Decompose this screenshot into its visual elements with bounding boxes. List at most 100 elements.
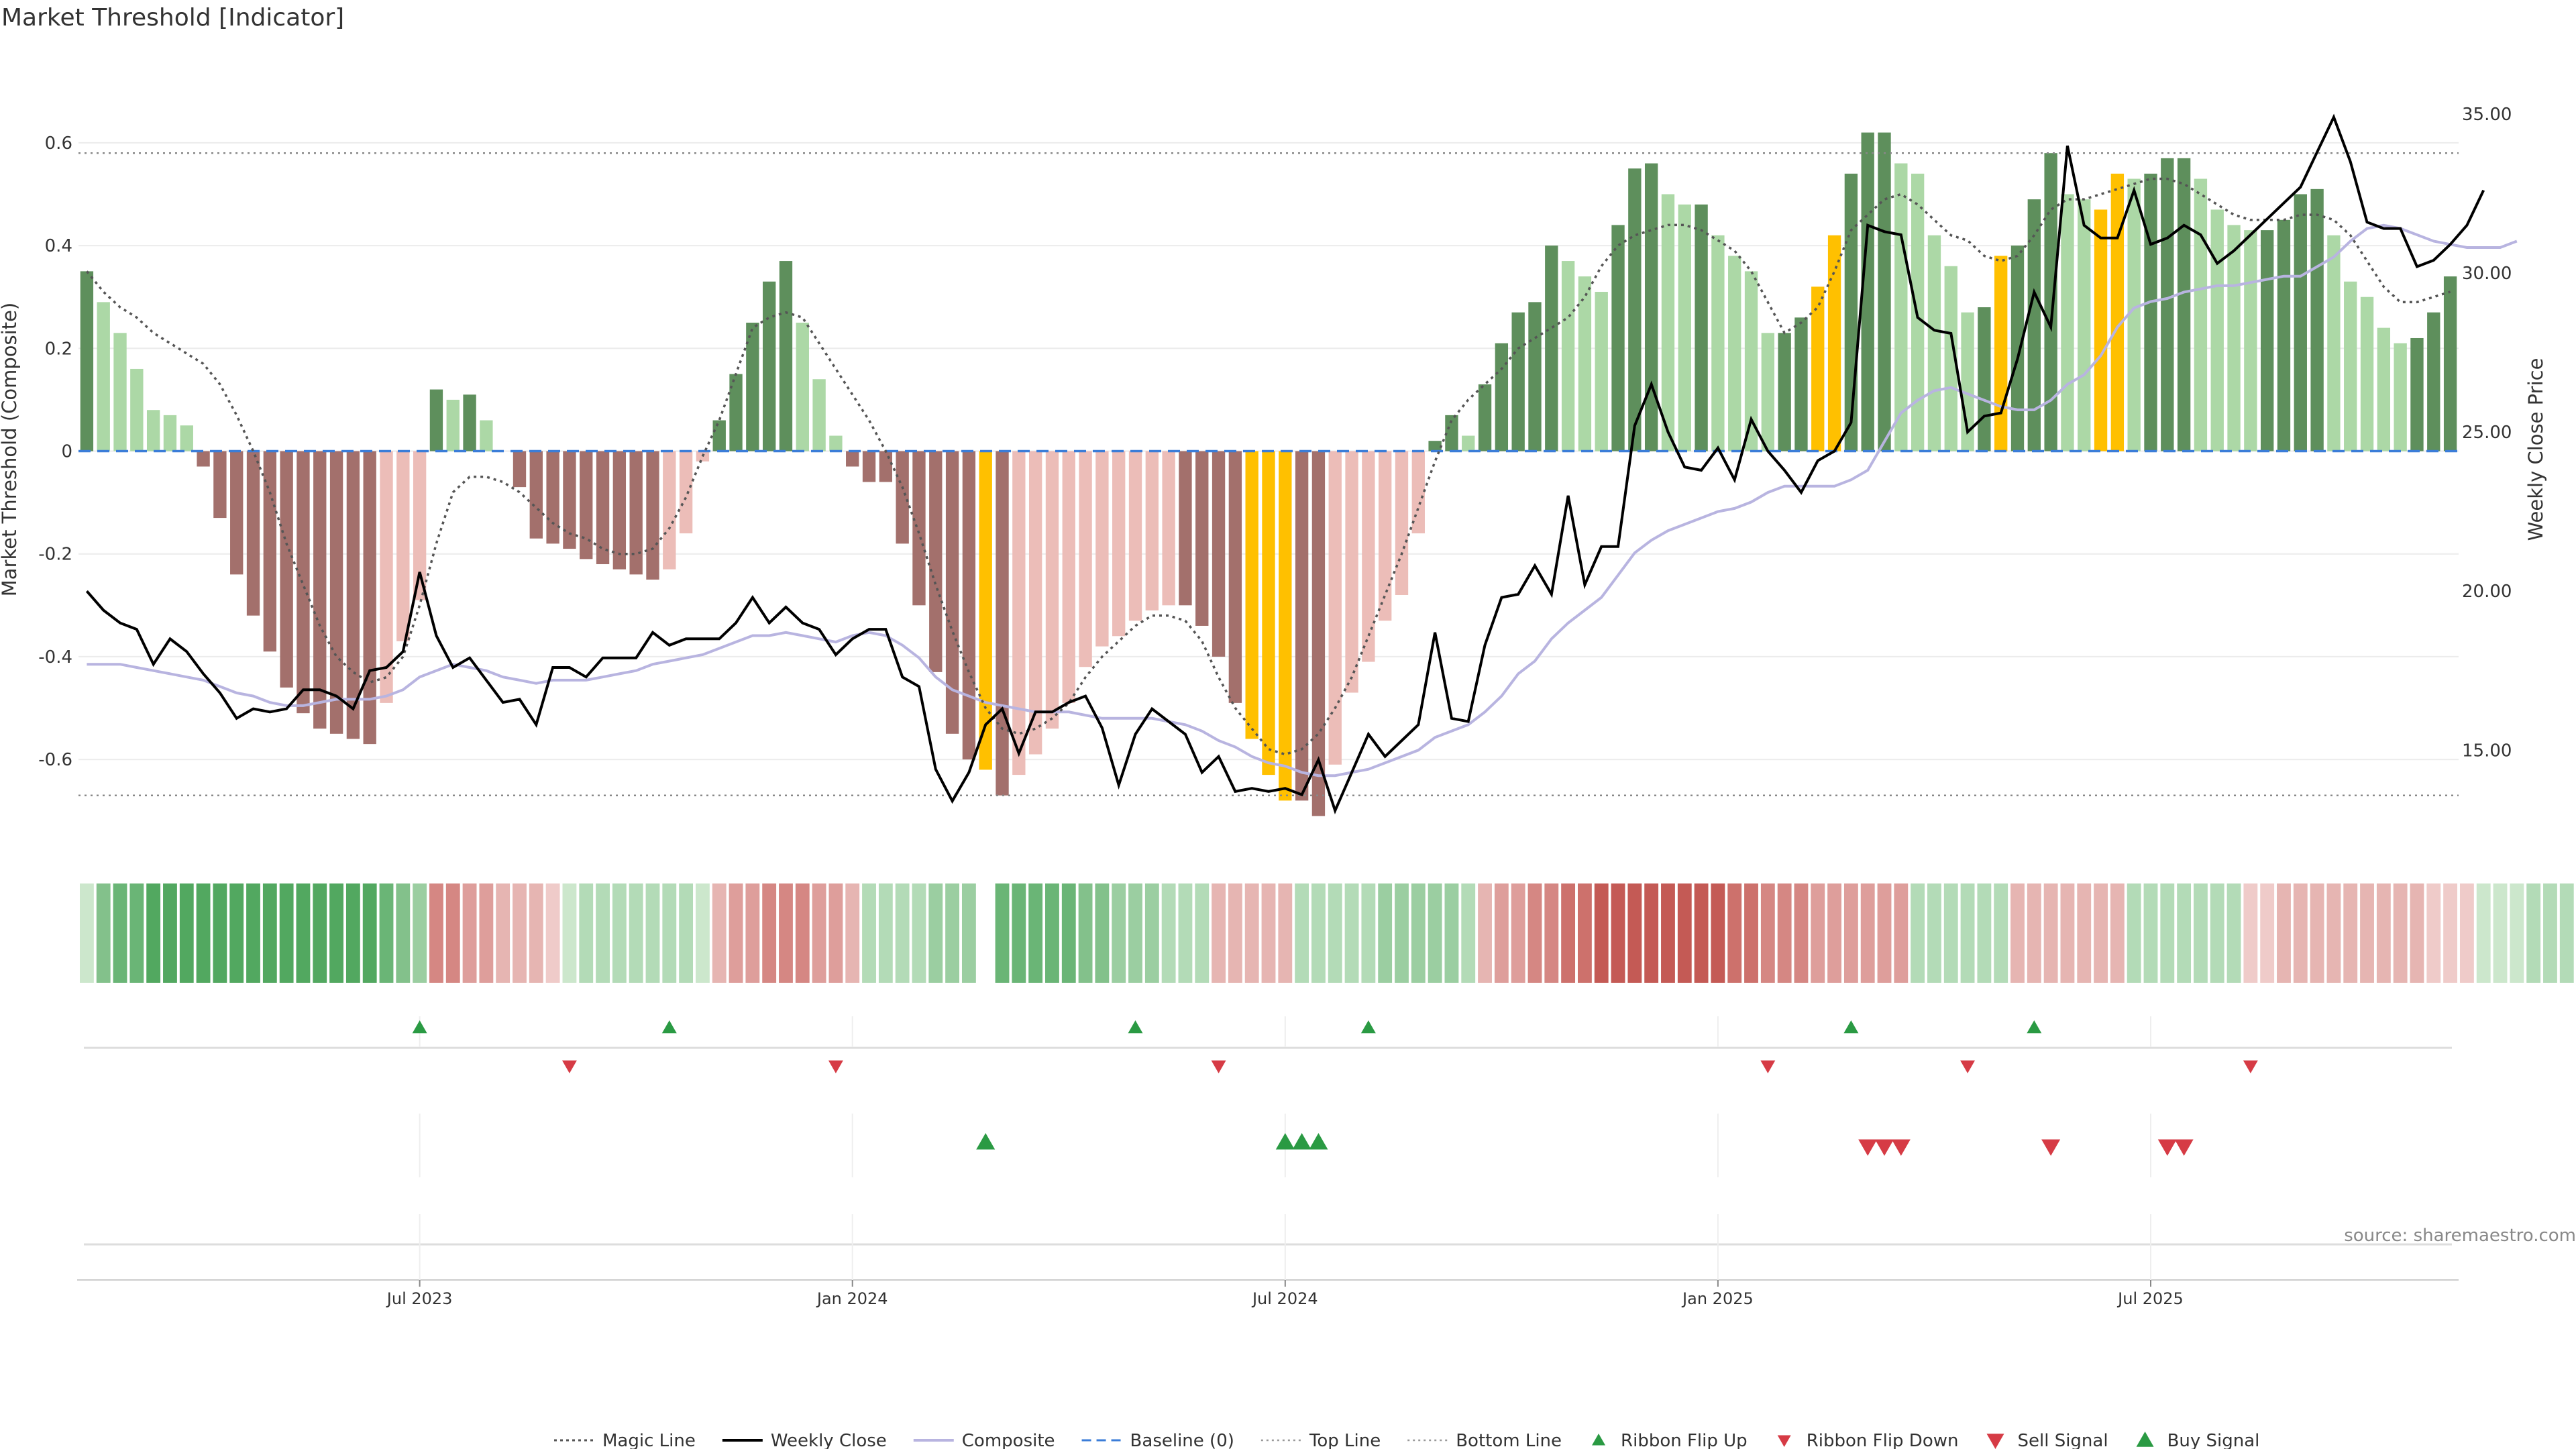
ribbon-cell: [978, 883, 993, 983]
threshold-bar: [979, 451, 992, 770]
legend-label: Ribbon Flip Up: [1621, 1431, 1748, 1449]
ribbon-cell: [1960, 883, 1975, 983]
ribbon-cell: [2343, 883, 2358, 983]
source-text: source: sharemaestro.com: [2344, 1226, 2576, 1246]
ribbon-cell: [596, 883, 610, 983]
buy-signal-marker: [976, 1133, 996, 1150]
ribbon-cell: [1577, 883, 1592, 983]
magic-line: [86, 177, 2451, 756]
threshold-bar: [1079, 451, 1092, 667]
threshold-bar: [213, 451, 227, 519]
ribbon-cell: [1860, 883, 1875, 983]
threshold-bar: [2161, 158, 2174, 451]
ribbon-cell: [1278, 883, 1293, 983]
ribbon-cell: [2043, 883, 2058, 983]
ribbon-cell: [961, 883, 976, 983]
ribbon-cell: [1811, 883, 1825, 983]
threshold-bar: [945, 451, 959, 734]
threshold-bar: [1128, 451, 1142, 621]
ribbon-cell: [2060, 883, 2075, 983]
ribbon-cell: [1527, 883, 1542, 983]
ribbon-cell: [2393, 883, 2408, 983]
threshold-bar: [529, 451, 543, 539]
ribbon-cell: [2226, 883, 2241, 983]
threshold-bar: [879, 451, 893, 482]
y-tick-label: 0.4: [45, 236, 72, 256]
threshold-bar: [1228, 451, 1242, 703]
ribbon-cell: [1045, 883, 1059, 983]
ribbon-cell: [1395, 883, 1409, 983]
threshold-bar: [2210, 209, 2224, 451]
sell-signal-marker: [2157, 1139, 2177, 1156]
ribbon-cell: [562, 883, 577, 983]
ribbon-cell: [1561, 883, 1576, 983]
threshold-bar: [2127, 178, 2141, 451]
ribbon-cell: [1095, 883, 1110, 983]
ribbon-cell: [2443, 883, 2458, 983]
ribbon-cell: [2410, 883, 2424, 983]
ribbon-flip-up-marker: [2027, 1020, 2042, 1034]
threshold-bar: [313, 451, 327, 729]
ribbon-flip-up-marker: [661, 1020, 677, 1034]
ribbon-cell: [229, 883, 244, 983]
ribbon-cell: [213, 883, 227, 983]
threshold-bar: [429, 389, 443, 451]
legend-swatch: [1777, 1435, 1791, 1447]
legend-item: Bottom Line: [1407, 1431, 1562, 1449]
ribbon-cell: [2210, 883, 2224, 983]
ribbon-cell: [1911, 883, 1925, 983]
ribbon-cell: [1244, 883, 1259, 983]
ribbon-cell: [912, 883, 926, 983]
threshold-bar: [2310, 189, 2324, 451]
threshold-bar: [663, 451, 676, 570]
ribbon-strip: [79, 883, 2574, 983]
ribbon-cell: [113, 883, 127, 983]
ribbon-cell: [246, 883, 260, 983]
ribbon-cell: [362, 883, 377, 983]
threshold-bar: [829, 435, 843, 451]
x-tick-label: Jan 2025: [1681, 1289, 1754, 1308]
y-tick-label: 0.2: [45, 339, 72, 359]
threshold-bar: [1428, 441, 1442, 451]
threshold-bar: [646, 451, 659, 580]
ribbon-cell: [612, 883, 627, 983]
ribbon-cell: [2094, 883, 2108, 983]
x-axis-ticks: Jul 2023 Jan 2024 Jul 2024 Jan 2025 Jul 2025: [386, 1280, 2184, 1308]
ribbon-cell: [1677, 883, 1692, 983]
threshold-bar: [113, 333, 127, 451]
ribbon-cell: [2459, 883, 2474, 983]
threshold-bar: [2110, 173, 2125, 451]
legend-label: Bottom Line: [1456, 1431, 1562, 1449]
ribbon-cell: [2127, 883, 2141, 983]
threshold-bar: [1062, 451, 1075, 703]
threshold-bar: [1528, 302, 1542, 451]
threshold-bar: [812, 379, 826, 451]
threshold-bar: [480, 420, 493, 451]
legend-swatch: [2136, 1432, 2154, 1447]
ribbon-cell: [1943, 883, 1958, 983]
threshold-bar: [380, 451, 393, 703]
ribbon-cell: [2376, 883, 2391, 983]
threshold-bar: [1811, 286, 1825, 451]
threshold-bar: [1328, 451, 1342, 765]
ribbon-cell: [2543, 883, 2557, 983]
threshold-bar: [1195, 451, 1209, 626]
threshold-bar: [2294, 194, 2307, 451]
ribbon-cell: [679, 883, 694, 983]
threshold-bar: [846, 451, 859, 467]
threshold-bar: [2344, 281, 2357, 451]
ribbon-cell: [845, 883, 860, 983]
threshold-bar: [1279, 451, 1292, 801]
threshold-bar: [1012, 451, 1026, 775]
threshold-bar: [1511, 312, 1525, 451]
threshold-bar: [80, 271, 94, 451]
ribbon-cell: [1444, 883, 1459, 983]
ribbon-cell: [2143, 883, 2158, 983]
ribbon-cell: [645, 883, 660, 983]
threshold-bar: [1462, 435, 1475, 451]
ribbon-cell: [1311, 883, 1326, 983]
y-axis-label: Market Threshold (Composite): [0, 303, 21, 596]
threshold-bar: [2360, 297, 2374, 451]
threshold-bar: [513, 451, 527, 488]
ribbon-cell: [1261, 883, 1276, 983]
